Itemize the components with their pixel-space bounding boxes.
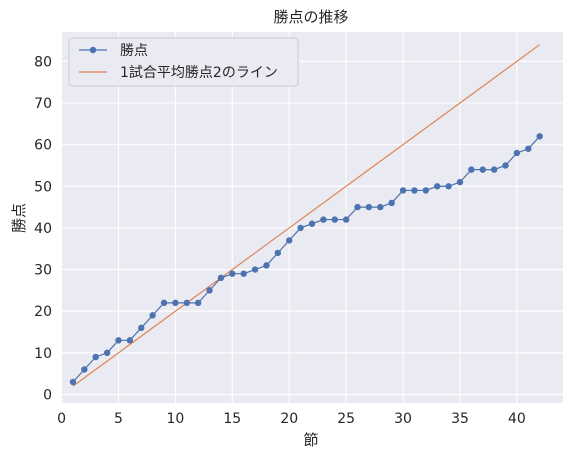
data-point [240, 270, 247, 277]
x-tick-label: 30 [394, 411, 412, 427]
y-tick-label: 10 [34, 346, 52, 362]
legend-label-pace: 1試合平均勝点2のライン [120, 65, 278, 81]
y-tick-label: 20 [34, 304, 52, 320]
legend-label-points: 勝点 [120, 43, 148, 59]
y-axis-label: 勝点 [10, 203, 28, 233]
x-axis-label: 節 [303, 431, 318, 449]
data-point [308, 220, 316, 227]
data-point [422, 187, 430, 194]
x-tick-label: 40 [508, 411, 526, 427]
legend-swatch-points-marker [89, 46, 97, 54]
series-layer [69, 44, 543, 387]
data-point [92, 353, 99, 361]
data-point [274, 249, 282, 257]
grid-lines [61, 32, 563, 403]
data-point [149, 312, 156, 319]
data-point [513, 149, 521, 157]
data-point [183, 299, 190, 307]
data-point [445, 183, 452, 190]
chart-title: 勝点の推移 [273, 8, 348, 26]
data-point [502, 162, 509, 169]
data-point [217, 274, 225, 282]
data-point [490, 166, 498, 173]
data-point [320, 216, 327, 223]
data-point [399, 187, 407, 194]
data-point [456, 178, 464, 186]
y-tick-label: 30 [34, 263, 52, 279]
data-point [365, 203, 373, 211]
data-point [354, 203, 361, 211]
data-point [377, 203, 384, 211]
legend-box [68, 37, 299, 87]
x-tick-label: 20 [280, 411, 298, 427]
data-point [331, 216, 338, 223]
series-line-1 [72, 44, 541, 387]
y-tick-label: 80 [34, 54, 52, 70]
data-point [263, 262, 270, 269]
y-tick-label: 70 [34, 96, 52, 112]
x-tick-label: 10 [166, 411, 184, 427]
x-tick-label: 0 [57, 411, 66, 427]
data-point [251, 266, 259, 273]
data-point [103, 349, 111, 357]
data-point [536, 133, 543, 140]
data-point [525, 145, 532, 152]
data-point [206, 287, 213, 294]
y-tick-label: 60 [34, 138, 52, 154]
x-tick-label: 15 [223, 411, 241, 427]
data-point [194, 299, 202, 307]
y-tick-label: 50 [34, 179, 52, 195]
x-tick-label: 25 [337, 411, 355, 427]
data-point [479, 166, 486, 173]
y-tick-label: 0 [43, 387, 52, 403]
data-point [468, 166, 475, 173]
x-tick-labels: 0 5 10 15 20 25 30 35 40 [57, 411, 526, 427]
data-point [388, 199, 395, 207]
plot-area [61, 32, 563, 403]
data-point [286, 237, 293, 244]
legend: 勝点 1試合平均勝点2のライン [68, 37, 299, 87]
x-tick-label: 5 [114, 411, 123, 427]
data-point [411, 187, 418, 194]
data-point [81, 366, 88, 373]
data-point [229, 270, 236, 277]
x-tick-label: 35 [451, 411, 469, 427]
data-point [434, 183, 441, 190]
data-point [69, 378, 77, 386]
data-point [342, 216, 350, 223]
data-point [138, 324, 145, 332]
data-point [297, 224, 304, 232]
y-tick-labels: 0 10 20 30 40 50 60 70 80 [34, 54, 52, 403]
y-tick-label: 40 [34, 221, 52, 237]
data-point [172, 299, 179, 307]
data-point [160, 299, 168, 307]
data-point [126, 337, 134, 344]
data-point [115, 337, 122, 344]
